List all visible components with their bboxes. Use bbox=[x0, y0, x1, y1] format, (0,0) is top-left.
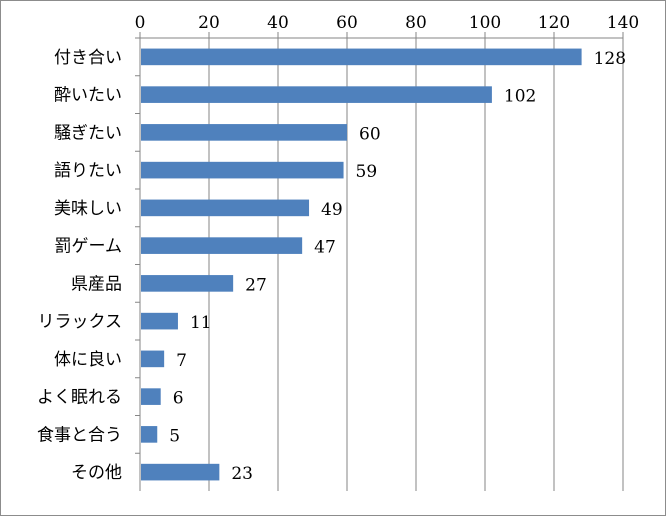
bar bbox=[141, 124, 347, 141]
data-label: 7 bbox=[176, 351, 187, 371]
category-label: 美味しい bbox=[54, 199, 122, 219]
axes bbox=[135, 32, 624, 491]
bar bbox=[141, 388, 161, 405]
bars bbox=[141, 48, 582, 481]
bar bbox=[141, 237, 303, 254]
x-tick-label: 60 bbox=[336, 13, 358, 33]
x-tick-label: 40 bbox=[267, 13, 289, 33]
data-label: 102 bbox=[504, 87, 536, 107]
category-label: よく眠れる bbox=[37, 388, 122, 408]
data-label: 128 bbox=[594, 49, 626, 69]
bar bbox=[141, 199, 310, 217]
category-label: 罰ゲーム bbox=[55, 237, 123, 257]
data-label: 49 bbox=[321, 200, 343, 220]
x-tick-label: 80 bbox=[405, 13, 427, 33]
bar bbox=[141, 426, 158, 443]
data-label: 23 bbox=[231, 464, 253, 484]
labels: 0 20 40 60 80 100 120 140 付き合い 128 酔いたい 102 騒ぎたい 60 語り… bbox=[37, 13, 639, 484]
data-label: 27 bbox=[245, 275, 267, 295]
bar bbox=[141, 463, 220, 481]
data-label: 6 bbox=[173, 389, 184, 409]
category-label: 騒ぎたい bbox=[54, 123, 122, 143]
x-tick-label: 120 bbox=[538, 13, 570, 33]
x-tick-label: 20 bbox=[198, 13, 220, 33]
data-label: 60 bbox=[359, 124, 381, 144]
bar bbox=[141, 86, 492, 103]
bar bbox=[141, 48, 582, 66]
category-label: 酔いたい bbox=[54, 86, 122, 106]
bar bbox=[141, 161, 344, 179]
category-label: 食事と合う bbox=[37, 425, 122, 445]
bar bbox=[141, 312, 178, 330]
x-tick-label: 100 bbox=[469, 13, 501, 33]
category-label: 県産品 bbox=[71, 274, 122, 294]
category-label: 付き合い bbox=[54, 48, 122, 68]
category-label: 語りたい bbox=[54, 161, 122, 181]
category-label: リラックス bbox=[38, 312, 123, 332]
data-label: 59 bbox=[356, 162, 378, 182]
data-label: 5 bbox=[169, 426, 180, 446]
bar bbox=[141, 275, 234, 292]
category-label: 体に良い bbox=[54, 350, 122, 370]
data-label: 11 bbox=[190, 313, 212, 333]
data-label: 47 bbox=[314, 238, 336, 258]
x-tick-label: 0 bbox=[135, 13, 146, 33]
category-label: その他 bbox=[71, 463, 122, 483]
grid-lines bbox=[208, 38, 624, 491]
x-tick-label: 140 bbox=[607, 13, 639, 33]
bar bbox=[141, 350, 165, 368]
